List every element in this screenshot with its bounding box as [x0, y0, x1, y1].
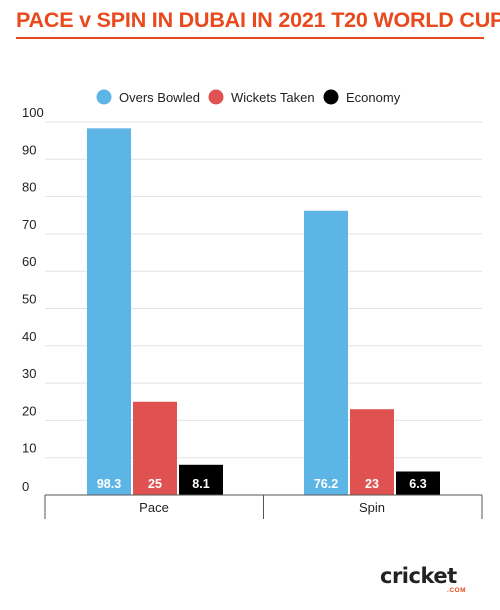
bar-spin-overs-bowled — [304, 210, 348, 496]
data-label: 6.3 — [409, 477, 426, 491]
y-tick-label: 20 — [22, 403, 36, 418]
y-axis-ticks: 0 10 20 30 40 50 60 70 80 90 100 — [22, 105, 44, 494]
legend-label: Wickets Taken — [231, 90, 315, 105]
data-label: 25 — [148, 477, 162, 491]
legend-label: Economy — [346, 90, 401, 105]
y-tick-label: 60 — [22, 254, 36, 269]
y-tick-label: 90 — [22, 142, 36, 157]
y-tick-label: 70 — [22, 217, 36, 232]
x-axis: Pace Spin — [44, 494, 483, 519]
data-label: 98.3 — [97, 477, 121, 491]
logo-word: cricket — [380, 564, 457, 588]
y-tick-label: 30 — [22, 366, 36, 381]
bar-chart: 0 10 20 30 40 50 60 70 80 90 100 98.3 25 8.1 76.2 23 6.… — [22, 89, 483, 519]
cricket-com-logo: cricket .COM — [380, 565, 472, 595]
chart-title: PACE v SPIN IN DUBAI IN 2021 T20 WORLD C… — [16, 8, 500, 32]
y-tick-label: 0 — [22, 479, 29, 494]
data-label: 23 — [365, 477, 379, 491]
bars — [87, 128, 440, 496]
legend-swatch — [208, 89, 224, 105]
legend-swatch — [96, 89, 112, 105]
y-tick-label: 10 — [22, 441, 36, 456]
title-underline — [16, 37, 484, 39]
bar-pace-overs-bowled — [87, 128, 131, 495]
data-label: 8.1 — [192, 477, 209, 491]
data-labels: 98.3 25 8.1 76.2 23 6.3 — [97, 477, 427, 491]
y-tick-label: 40 — [22, 329, 36, 344]
y-tick-label: 80 — [22, 180, 36, 195]
logo-suffix: .COM — [447, 587, 466, 594]
y-tick-label: 50 — [22, 292, 36, 307]
legend: Overs Bowled Wickets Taken Economy — [96, 89, 401, 105]
bar-pace-wickets-taken — [133, 401, 177, 495]
bar-pace-economy — [179, 464, 223, 495]
bar-spin-economy — [396, 471, 440, 495]
legend-label: Overs Bowled — [119, 90, 200, 105]
y-tick-label: 100 — [22, 105, 44, 120]
data-label: 76.2 — [314, 477, 338, 491]
title-block: PACE v SPIN IN DUBAI IN 2021 T20 WORLD C… — [16, 8, 500, 39]
x-category-label: Spin — [359, 500, 385, 515]
legend-swatch — [323, 89, 339, 105]
x-category-label: Pace — [139, 500, 169, 515]
bar-spin-wickets-taken — [350, 409, 394, 495]
